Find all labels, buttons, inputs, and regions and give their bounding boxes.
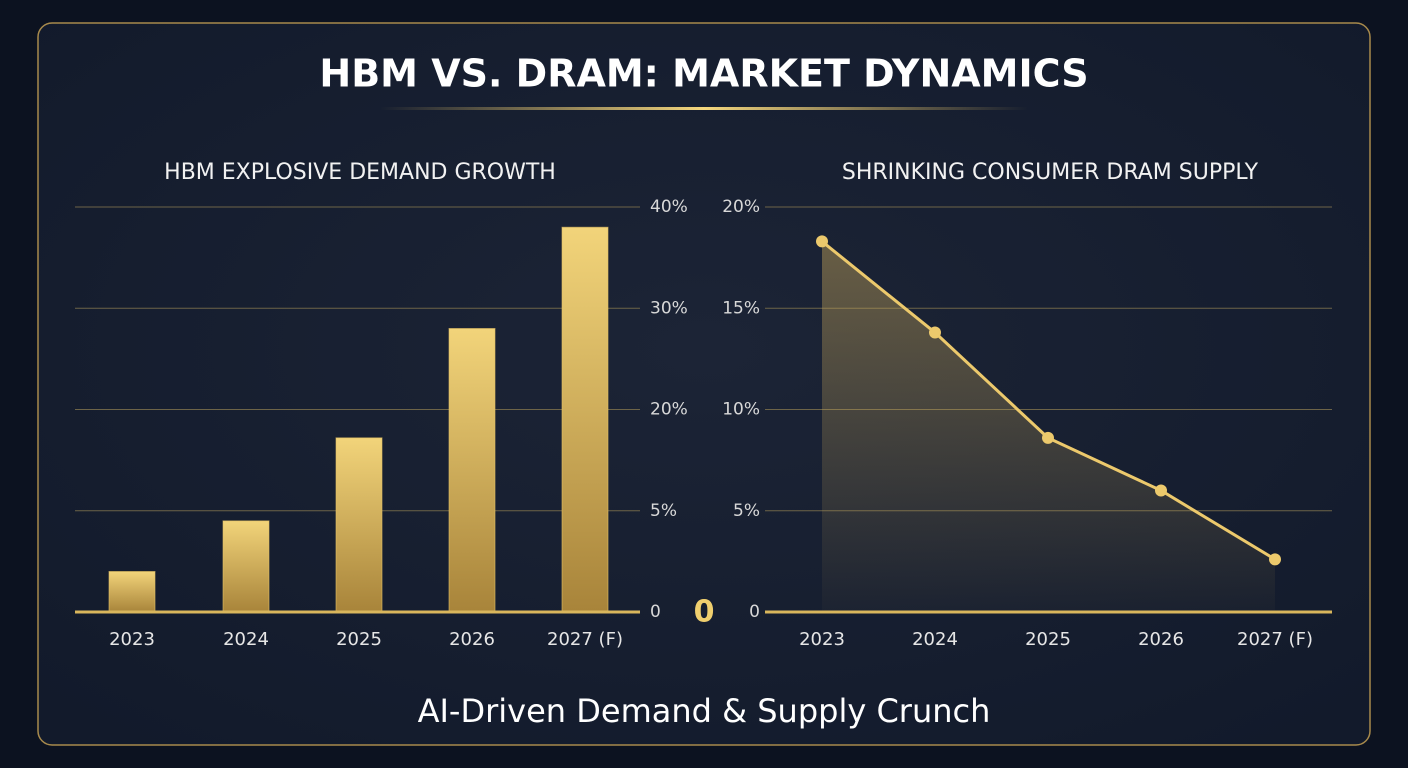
annotation: 0 — [694, 595, 715, 630]
x-tick-label: 2027 (F) — [547, 629, 623, 650]
point — [816, 235, 828, 248]
x-tick-label: 2024 — [223, 629, 269, 650]
chart-title: HBM EXPLOSIVE DEMAND GROWTH — [164, 160, 556, 185]
y-tick-label: 10% — [722, 400, 760, 420]
y-tick-label: 30% — [650, 298, 688, 318]
point — [1042, 431, 1054, 444]
x-tick-label: 2023 — [799, 629, 845, 650]
x-tick-label: 2025 — [1025, 629, 1071, 650]
point — [1155, 484, 1167, 497]
y-tick-label: 40% — [650, 197, 688, 217]
y-tick-label: 20% — [722, 197, 760, 217]
y-tick-label: 0 — [650, 602, 661, 622]
point — [1269, 553, 1281, 566]
x-tick-label: 2026 — [1138, 629, 1184, 650]
x-tick-label: 2027 (F) — [1237, 629, 1313, 650]
point — [929, 326, 941, 339]
y-tick-label: 20% — [650, 400, 688, 420]
y-tick-label: 5% — [733, 501, 760, 521]
title-underline — [380, 107, 1028, 110]
bar — [222, 520, 270, 613]
bar — [561, 226, 609, 613]
bar — [335, 437, 383, 613]
y-tick-label: 5% — [650, 501, 677, 521]
main-title: HBM VS. DRAM: MARKET DYNAMICS — [319, 52, 1088, 96]
x-tick-label: 2025 — [336, 629, 382, 650]
y-tick-label: 15% — [722, 298, 760, 318]
y-tick-label: 0 — [749, 602, 760, 622]
x-tick-label: 2023 — [109, 629, 155, 650]
x-tick-label: 2026 — [449, 629, 495, 650]
bar — [448, 328, 496, 613]
footer: AI-Driven Demand & Supply Crunch — [418, 692, 991, 730]
bar — [108, 571, 156, 613]
x-tick-label: 2024 — [912, 629, 958, 650]
chart-title: SHRINKING CONSUMER DRAM SUPPLY — [842, 160, 1259, 185]
